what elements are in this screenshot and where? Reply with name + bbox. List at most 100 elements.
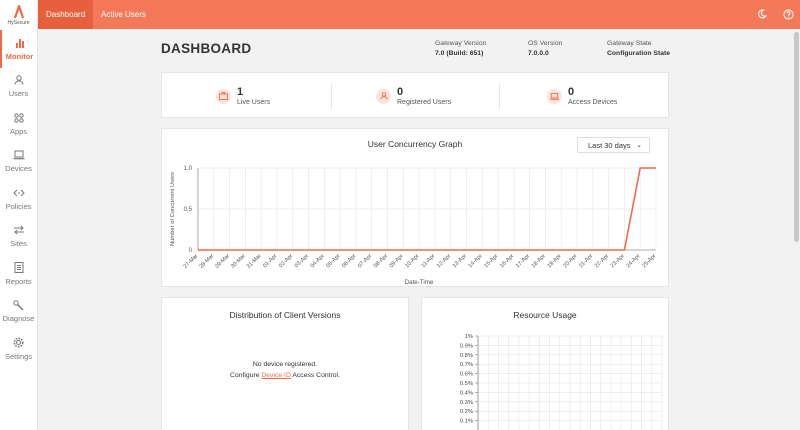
- x-tick-label: 24-Apr: [626, 253, 642, 269]
- report-icon: [13, 262, 25, 274]
- x-tick-label: 12-Apr: [436, 253, 452, 269]
- y-tick-label: 1.0: [184, 166, 193, 172]
- x-tick-label: 15-Apr: [483, 253, 499, 269]
- sidebar-item-settings[interactable]: Settings: [0, 330, 37, 368]
- x-tick-label: 17-Apr: [515, 253, 531, 269]
- graph-title: User Concurrency Graph: [367, 139, 463, 149]
- user-icon: [376, 88, 391, 104]
- sidebar-item-label: Apps: [9, 126, 28, 136]
- x-tick-label: 28-Mar: [198, 253, 215, 270]
- x-tick-label: 06-Apr: [341, 253, 357, 269]
- concurrency-chart: 0 0.5 1.0 27-Mar 28-Mar 29-Mar 30-Mar 31-Mar 01-…: [170, 166, 658, 286]
- laptop-icon: [13, 149, 25, 161]
- wrench-icon: [13, 299, 25, 311]
- divider: [499, 85, 500, 109]
- user-icon: [13, 74, 25, 86]
- client-versions-card: Distribution of Client Versions No devic…: [161, 297, 409, 430]
- y-tick-label: 0: [189, 248, 193, 254]
- logo-text: HySecure: [7, 19, 30, 26]
- sidebar-item-diagnose[interactable]: Diagnose: [0, 293, 37, 331]
- date-range-select[interactable]: Last 30 days ⌄: [577, 137, 650, 153]
- os-version-value: 7.0.0.0: [528, 50, 549, 57]
- device-id-link[interactable]: Device ID: [261, 372, 291, 379]
- concurrency-graph-card: User Concurrency Graph Last 30 days ⌄ 0 0…: [161, 128, 669, 287]
- configure-prefix: Configure: [230, 372, 260, 379]
- chevron-down-icon: ⌄: [636, 142, 642, 149]
- x-tick-label: 07-Apr: [357, 253, 373, 269]
- help-icon[interactable]: [782, 8, 794, 20]
- resource-usage-chart: 1% 0.9% 0.8% 0.7% 0.6% 0.5% 0.4% 0.3% 0.2% 0.1%: [460, 334, 663, 430]
- gateway-version-label: Gateway Version: [435, 40, 487, 47]
- x-tick-label: 04-Apr: [310, 253, 326, 269]
- scrollbar-thumb[interactable]: [794, 32, 799, 242]
- sidebar-item-label: Devices: [5, 164, 32, 174]
- os-version-label: OS Version: [528, 40, 563, 47]
- sidebar-item-label: Diagnose: [2, 314, 35, 324]
- x-tick-label: 27-Mar: [183, 253, 200, 270]
- y-tick-label: 0.3%: [460, 400, 473, 406]
- resource-usage-card: Resource Usage 1% 0.9% 0.8% 0.7% 0.6% 0.5% 0.4…: [421, 297, 669, 430]
- x-tick-label: 08-Apr: [373, 253, 389, 269]
- sidebar-item-sites[interactable]: Sites: [0, 218, 37, 256]
- briefcase-icon: [216, 88, 231, 104]
- x-tick-label: 31-Mar: [246, 253, 263, 270]
- x-tick-label: 14-Apr: [468, 253, 484, 269]
- x-tick-label: 01-Apr: [262, 253, 278, 269]
- sidebar-item-label: Monitor: [5, 51, 34, 61]
- x-tick-label: 19-Apr: [547, 253, 563, 269]
- sidebar-item-label: Policies: [5, 201, 32, 211]
- y-tick-label: 1%: [465, 334, 473, 340]
- sidebar-item-monitor[interactable]: Monitor: [0, 30, 37, 68]
- x-tick-label: 25-Apr: [641, 253, 657, 269]
- y-tick-label: 0.7%: [460, 362, 473, 368]
- y-tick-label: 0.8%: [460, 353, 473, 359]
- x-tick-label: 05-Apr: [325, 253, 341, 269]
- no-device-message: No device registered.: [252, 361, 318, 368]
- stat-access-devices[interactable]: 0 Access Devices: [547, 73, 617, 119]
- y-tick-label: 0.5%: [460, 381, 473, 387]
- sidebar-item-policies[interactable]: Policies: [0, 180, 37, 218]
- sidebar-item-users[interactable]: Users: [0, 68, 37, 106]
- access-devices-label: Access Devices: [568, 99, 618, 106]
- client-versions-title: Distribution of Client Versions: [229, 310, 341, 320]
- x-tick-label: 02-Apr: [278, 253, 294, 269]
- code-arrows-icon: [12, 187, 25, 199]
- gear-icon: [13, 337, 25, 349]
- sidebar-item-label: Reports: [5, 276, 32, 286]
- gateway-version: Gateway Version 7.0 (Build: 651): [435, 40, 486, 57]
- stat-live-users[interactable]: 1 Live Users: [216, 73, 270, 119]
- configure-suffix: Access Control.: [292, 372, 340, 379]
- y-tick-label: 0.1%: [460, 419, 473, 425]
- gateway-state-label: Gateway State: [607, 40, 652, 47]
- sidebar-item-apps[interactable]: Apps: [0, 105, 37, 143]
- stats-card: 1 Live Users 0 Registered Users 0 Access…: [161, 72, 669, 118]
- x-tick-label: 22-Apr: [594, 253, 610, 269]
- gateway-state: Gateway State Configuration State: [607, 40, 670, 57]
- page-title: DASHBOARD: [161, 41, 252, 56]
- live-users-count: 1: [237, 86, 244, 98]
- transfer-arrows-icon: [13, 224, 25, 236]
- x-tick-label: 03-Apr: [294, 253, 310, 269]
- x-tick-label: 23-Apr: [610, 253, 626, 269]
- gateway-version-value: 7.0 (Build: 651): [435, 50, 484, 57]
- sidebar: HySecure Monitor Users Apps Devices Policies…: [0, 0, 38, 430]
- bar-chart-icon: [14, 37, 26, 49]
- x-tick-label: 21-Apr: [578, 253, 594, 269]
- tab-active-users[interactable]: Active Users: [101, 10, 146, 19]
- series-line: [198, 167, 656, 251]
- x-tick-label: 11-Apr: [420, 253, 436, 269]
- registered-users-label: Registered Users: [397, 99, 452, 106]
- access-devices-count: 0: [568, 86, 575, 98]
- hysecure-logo[interactable]: HySecure: [0, 0, 37, 30]
- stat-registered-users[interactable]: 0 Registered Users: [376, 73, 451, 119]
- y-tick-label: 0.4%: [460, 390, 473, 396]
- y-axis-title: Number of Concurrent Users: [170, 172, 176, 246]
- y-tick-label: 0.2%: [460, 409, 473, 415]
- sidebar-item-devices[interactable]: Devices: [0, 143, 37, 181]
- moon-icon[interactable]: [756, 8, 768, 20]
- divider: [331, 85, 332, 109]
- x-tick-label: 30-Mar: [230, 253, 247, 270]
- configure-message: Configure Device ID Access Control.: [162, 372, 408, 379]
- tab-dashboard[interactable]: Dashboard: [38, 0, 94, 29]
- sidebar-item-reports[interactable]: Reports: [0, 255, 37, 293]
